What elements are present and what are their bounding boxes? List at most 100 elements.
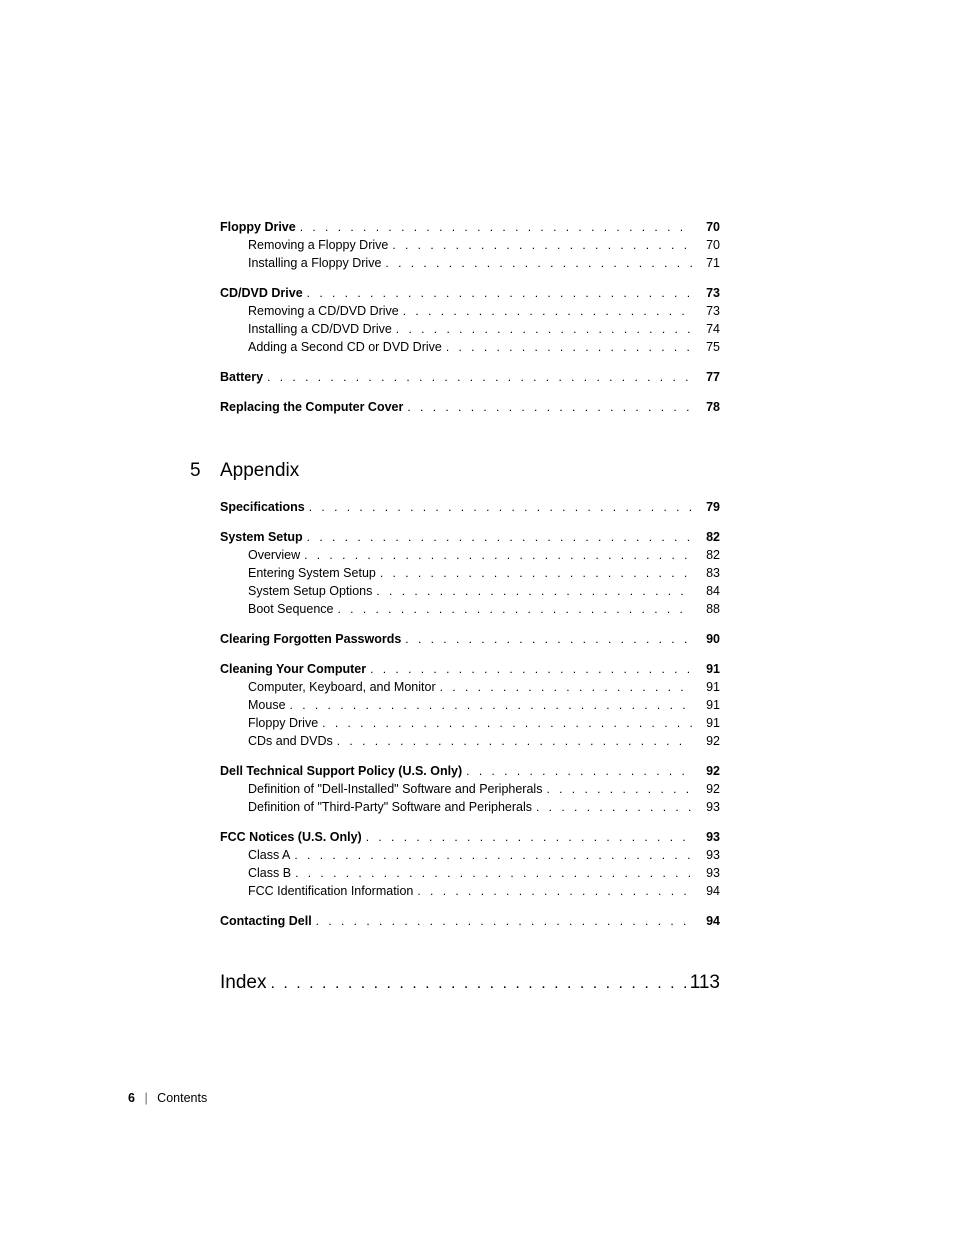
toc-sub-row: Removing a Floppy Drive 70 [220,238,720,252]
toc-dots [372,584,692,598]
toc-entry-title: Class B [248,866,291,880]
toc-entry-page: 70 [692,238,720,252]
toc-dots [399,304,692,318]
toc-entry-page: 73 [692,286,720,300]
toc-entry-page: 82 [692,530,720,544]
toc-entry-title: Removing a Floppy Drive [248,238,388,252]
toc-sub-row: Adding a Second CD or DVD Drive 75 [220,340,720,354]
toc-heading-row: Specifications 79 [220,500,720,514]
toc-group-gap [220,818,720,830]
toc-entry-page: 92 [692,734,720,748]
chapter-heading: 5 Appendix [190,460,694,482]
toc-dots [532,800,692,814]
toc-sub-row: Definition of "Third-Party" Software and… [220,800,720,814]
toc-entry-title: Installing a Floppy Drive [248,256,381,270]
toc-entry-page: 94 [692,914,720,928]
toc-group-gap [220,620,720,632]
index-page: 113 [690,972,720,994]
toc-entry-page: 88 [692,602,720,616]
toc-dots [392,322,692,336]
toc-entry-page: 92 [692,764,720,778]
toc-group-gap [220,902,720,914]
toc-entry-page: 91 [692,716,720,730]
toc-entry-title: Overview [248,548,300,562]
toc-sub-row: Floppy Drive 91 [220,716,720,730]
toc-group-gap [220,752,720,764]
toc-entry-title: Clearing Forgotten Passwords [220,632,401,646]
index-row: Index 113 [220,972,720,994]
toc-group-gap [220,274,720,286]
toc-heading-row: Dell Technical Support Policy (U.S. Only… [220,764,720,778]
index-label: Index [220,972,266,994]
toc-entry-title: Definition of "Third-Party" Software and… [248,800,532,814]
toc-group-gap [220,358,720,370]
toc-appendix-sections: Specifications 79 System Setup 82 Overview 82… [220,500,720,944]
toc-entry-title: System Setup [220,530,303,544]
toc-heading-row: System Setup 82 [220,530,720,544]
toc-dots [413,884,692,898]
toc-dots [442,340,692,354]
toc-entry-title: Installing a CD/DVD Drive [248,322,392,336]
toc-entry-title: Adding a Second CD or DVD Drive [248,340,442,354]
toc-entry-title: Mouse [248,698,286,712]
toc-sub-row: Removing a CD/DVD Drive 73 [220,304,720,318]
toc-entry-page: 93 [692,800,720,814]
toc-dots [401,632,692,646]
toc-entry-page: 73 [692,304,720,318]
toc-entry-page: 75 [692,340,720,354]
toc-dots [462,764,692,778]
toc-entry-page: 91 [692,662,720,676]
toc-dots [286,698,692,712]
toc-entry-page: 91 [692,698,720,712]
toc-dots [542,782,692,796]
toc-entry-page: 84 [692,584,720,598]
toc-top-sections: Floppy Drive 70Removing a Floppy Drive 70 I… [220,220,720,430]
toc-entry-page: 79 [692,500,720,514]
footer-page-number: 6 [128,1091,135,1105]
toc-dots [388,238,692,252]
toc-heading-row: Clearing Forgotten Passwords90 [220,632,720,646]
toc-entry-title: CDs and DVDs [248,734,333,748]
toc-entry-title: Cleaning Your Computer [220,662,366,676]
toc-dots [296,220,692,234]
toc-entry-title: Floppy Drive [248,716,318,730]
toc-entry-page: 93 [692,866,720,880]
toc-entry-page: 93 [692,848,720,862]
toc-entry-title: Definition of "Dell-Installed" Software … [248,782,542,796]
toc-entry-title: Boot Sequence [248,602,334,616]
toc-entry-page: 74 [692,322,720,336]
toc-entry-page: 77 [692,370,720,384]
toc-dots [334,602,693,616]
toc-entry-title: Entering System Setup [248,566,376,580]
toc-group-gap [220,418,720,430]
toc-group-gap [220,518,720,530]
toc-entry-title: Battery [220,370,263,384]
toc-dots [362,830,692,844]
toc-dots [366,662,692,676]
toc-group-gap [220,932,720,944]
toc-sub-row: Entering System Setup 83 [220,566,720,580]
toc-entry-title: Class A [248,848,290,862]
toc-entry-title: FCC Notices (U.S. Only) [220,830,362,844]
footer-separator: | [144,1091,147,1105]
toc-entry-title: Specifications [220,500,305,514]
toc-dots [376,566,692,580]
toc-entry-page: 78 [692,400,720,414]
toc-entry-page: 94 [692,884,720,898]
toc-entry-title: FCC Identification Information [248,884,413,898]
toc-entry-page: 92 [692,782,720,796]
toc-sub-row: CDs and DVDs 92 [220,734,720,748]
toc-dots [312,914,692,928]
toc-dots [303,530,692,544]
toc-sub-row: Mouse 91 [220,698,720,712]
toc-group-gap [220,650,720,662]
toc-sub-row: Installing a CD/DVD Drive 74 [220,322,720,336]
toc-sub-row: Class A 93 [220,848,720,862]
toc-entry-title: Removing a CD/DVD Drive [248,304,399,318]
toc-dots [318,716,692,730]
toc-entry-title: Floppy Drive [220,220,296,234]
toc-dots [381,256,692,270]
toc-sub-row: System Setup Options84 [220,584,720,598]
footer-label: Contents [157,1091,207,1105]
toc-entry-page: 83 [692,566,720,580]
